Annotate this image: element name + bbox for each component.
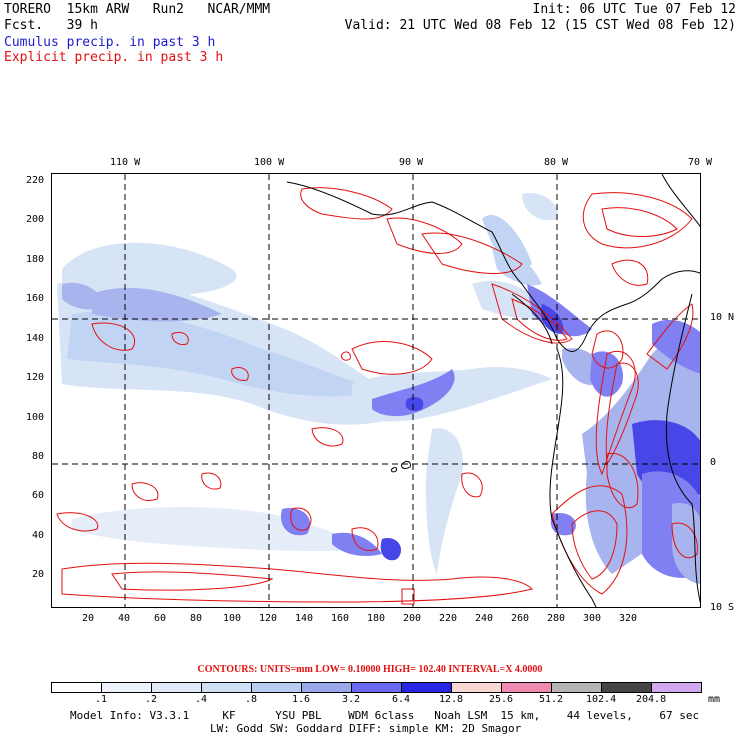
x-tick: 160 <box>331 613 350 624</box>
color-scale-box <box>551 682 602 693</box>
color-scale-label: .2 <box>145 694 158 705</box>
x-tick: 120 <box>259 613 278 624</box>
color-scale-label: 204.8 <box>636 694 667 705</box>
color-scale-label: 102.4 <box>586 694 617 705</box>
color-scale-box <box>651 682 702 693</box>
color-scale-label: 51.2 <box>539 694 564 705</box>
x-tick: 40 <box>118 613 131 624</box>
x-tick: 20 <box>82 613 95 624</box>
color-scale-box <box>151 682 202 693</box>
y-tick: 40 <box>32 530 45 541</box>
color-scale-unit: mm <box>708 694 721 705</box>
lat-label-10n: 10 N <box>710 312 735 323</box>
y-tick: 80 <box>32 451 45 462</box>
y-tick: 100 <box>26 412 45 423</box>
lat-label-10s: 10 S <box>710 602 735 613</box>
color-scale-box <box>451 682 502 693</box>
y-tick: 60 <box>32 490 45 501</box>
init-time: Init: 06 UTC Tue 07 Feb 12 <box>532 2 737 17</box>
valid-time: Valid: 21 UTC Wed 08 Feb 12 (15 CST Wed … <box>344 18 736 33</box>
color-scale-box <box>51 682 102 693</box>
color-scale-box <box>201 682 252 693</box>
model-info: Model Info: V3.3.1 KF YSU PBL WDM 6class… <box>70 709 700 722</box>
lat-label-0: 0 <box>710 457 717 468</box>
x-tick: 60 <box>154 613 167 624</box>
model-title: TORERO 15km ARW Run2 NCAR/MMM <box>4 2 271 17</box>
cumulus-precip-shading <box>57 193 700 584</box>
x-tick: 220 <box>439 613 458 624</box>
x-tick: 240 <box>475 613 494 624</box>
map-canvas <box>52 174 700 607</box>
lon-label-110w: 110 W <box>110 157 141 168</box>
y-tick: 180 <box>26 254 45 265</box>
y-tick: 220 <box>26 175 45 186</box>
x-tick: 200 <box>403 613 422 624</box>
color-scale-label: 6.4 <box>392 694 411 705</box>
x-tick: 80 <box>190 613 203 624</box>
color-scale-box <box>251 682 302 693</box>
color-scale-box <box>501 682 552 693</box>
y-tick: 200 <box>26 214 45 225</box>
color-scale-box <box>401 682 452 693</box>
color-scale-box <box>351 682 402 693</box>
lat-lon-grid <box>52 174 700 607</box>
color-scale-label: 3.2 <box>342 694 361 705</box>
precip-map <box>51 173 701 608</box>
color-scale-box <box>601 682 652 693</box>
y-tick: 120 <box>26 372 45 383</box>
lon-label-80w: 80 W <box>544 157 569 168</box>
color-scale-label: 25.6 <box>489 694 514 705</box>
x-tick: 300 <box>583 613 602 624</box>
explicit-legend: Explicit precip. in past 3 h <box>4 50 224 65</box>
color-scale-label: 12.8 <box>439 694 464 705</box>
lon-label-90w: 90 W <box>399 157 424 168</box>
color-scale-label: .4 <box>195 694 208 705</box>
color-scale-box <box>301 682 352 693</box>
color-scale-label: .8 <box>245 694 258 705</box>
x-tick: 280 <box>547 613 566 624</box>
color-scale-box <box>101 682 152 693</box>
y-tick: 160 <box>26 293 45 304</box>
x-tick: 100 <box>223 613 242 624</box>
coastlines <box>286 174 700 607</box>
y-tick: 20 <box>32 569 45 580</box>
y-tick: 140 <box>26 333 45 344</box>
forecast-hour: Fcst. 39 h <box>4 18 98 33</box>
color-scale-label: 1.6 <box>292 694 311 705</box>
x-tick: 320 <box>619 613 638 624</box>
x-tick: 260 <box>511 613 530 624</box>
x-tick: 140 <box>295 613 314 624</box>
color-scale-label: .1 <box>95 694 108 705</box>
physics-info: LW: Godd SW: Goddard DIFF: simple KM: 2D… <box>210 722 522 735</box>
explicit-precip-contours <box>56 187 698 605</box>
lon-label-100w: 100 W <box>254 157 285 168</box>
lon-label-70w: 70 W <box>688 157 713 168</box>
cumulus-legend: Cumulus precip. in past 3 h <box>4 35 216 50</box>
contour-info: CONTOURS: UNITS=mm LOW= 0.10000 HIGH= 10… <box>197 664 543 675</box>
x-tick: 180 <box>367 613 386 624</box>
